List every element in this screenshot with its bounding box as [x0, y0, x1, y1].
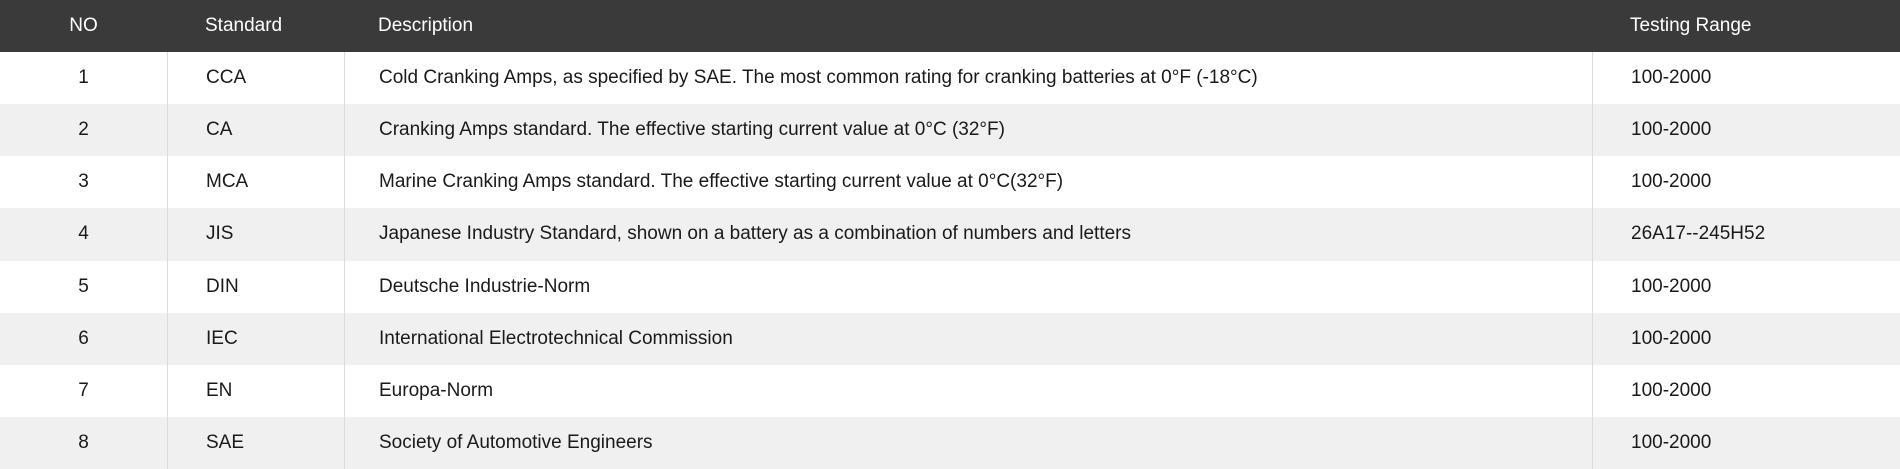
table-row: 4 JIS Japanese Industry Standard, shown …: [0, 208, 1900, 261]
cell-standard: DIN: [167, 260, 344, 313]
cell-description: Deutsche Industrie-Norm: [344, 260, 1592, 313]
cell-description: Society of Automotive Engineers: [344, 416, 1592, 469]
cell-no: 4: [78, 223, 89, 245]
cell-description: Cold Cranking Amps, as specified by SAE.…: [344, 52, 1592, 105]
column-header-no: NO: [69, 15, 98, 36]
cell-no: 2: [78, 119, 89, 141]
cell-standard: EN: [167, 364, 344, 417]
cell-no: 5: [78, 275, 89, 297]
cell-no: 6: [78, 327, 89, 349]
table-row: 1 CCA Cold Cranking Amps, as specified b…: [0, 52, 1900, 105]
cell-standard: IEC: [167, 312, 344, 365]
table-row: 7 EN Europa-Norm 100-2000: [0, 364, 1900, 417]
cell-standard: SAE: [167, 416, 344, 469]
cell-description: Japanese Industry Standard, shown on a b…: [344, 208, 1592, 261]
cell-description: Marine Cranking Amps standard. The effec…: [344, 156, 1592, 209]
cell-no: 3: [78, 171, 89, 193]
table-row: 8 SAE Society of Automotive Engineers 10…: [0, 416, 1900, 469]
cell-standard: CCA: [167, 52, 344, 105]
cell-testing-range: 26A17--245H52: [1592, 208, 1900, 261]
cell-no: 8: [78, 431, 89, 453]
cell-description: Cranking Amps standard. The effective st…: [344, 104, 1592, 157]
cell-testing-range: 100-2000: [1592, 364, 1900, 417]
table-row: 6 IEC International Electrotechnical Com…: [0, 312, 1900, 365]
table-row: 3 MCA Marine Cranking Amps standard. The…: [0, 156, 1900, 209]
cell-testing-range: 100-2000: [1592, 104, 1900, 157]
table-header-row: NO Standard Description Testing Range: [0, 0, 1900, 52]
cell-no: 1: [78, 67, 89, 89]
cell-standard: CA: [167, 104, 344, 157]
cell-description: Europa-Norm: [344, 364, 1592, 417]
column-header-standard: Standard: [205, 15, 283, 36]
cell-standard: JIS: [167, 208, 344, 261]
cell-testing-range: 100-2000: [1592, 52, 1900, 105]
column-header-description: Description: [378, 15, 474, 36]
table-row: 5 DIN Deutsche Industrie-Norm 100-2000: [0, 260, 1900, 313]
cell-description: International Electrotechnical Commissio…: [344, 312, 1592, 365]
cell-standard: MCA: [167, 156, 344, 209]
column-header-testing-range: Testing Range: [1630, 15, 1752, 36]
table-row: 2 CA Cranking Amps standard. The effecti…: [0, 104, 1900, 157]
cell-testing-range: 100-2000: [1592, 312, 1900, 365]
cell-testing-range: 100-2000: [1592, 260, 1900, 313]
cell-testing-range: 100-2000: [1592, 156, 1900, 209]
cell-testing-range: 100-2000: [1592, 416, 1900, 469]
cell-no: 7: [78, 379, 89, 401]
